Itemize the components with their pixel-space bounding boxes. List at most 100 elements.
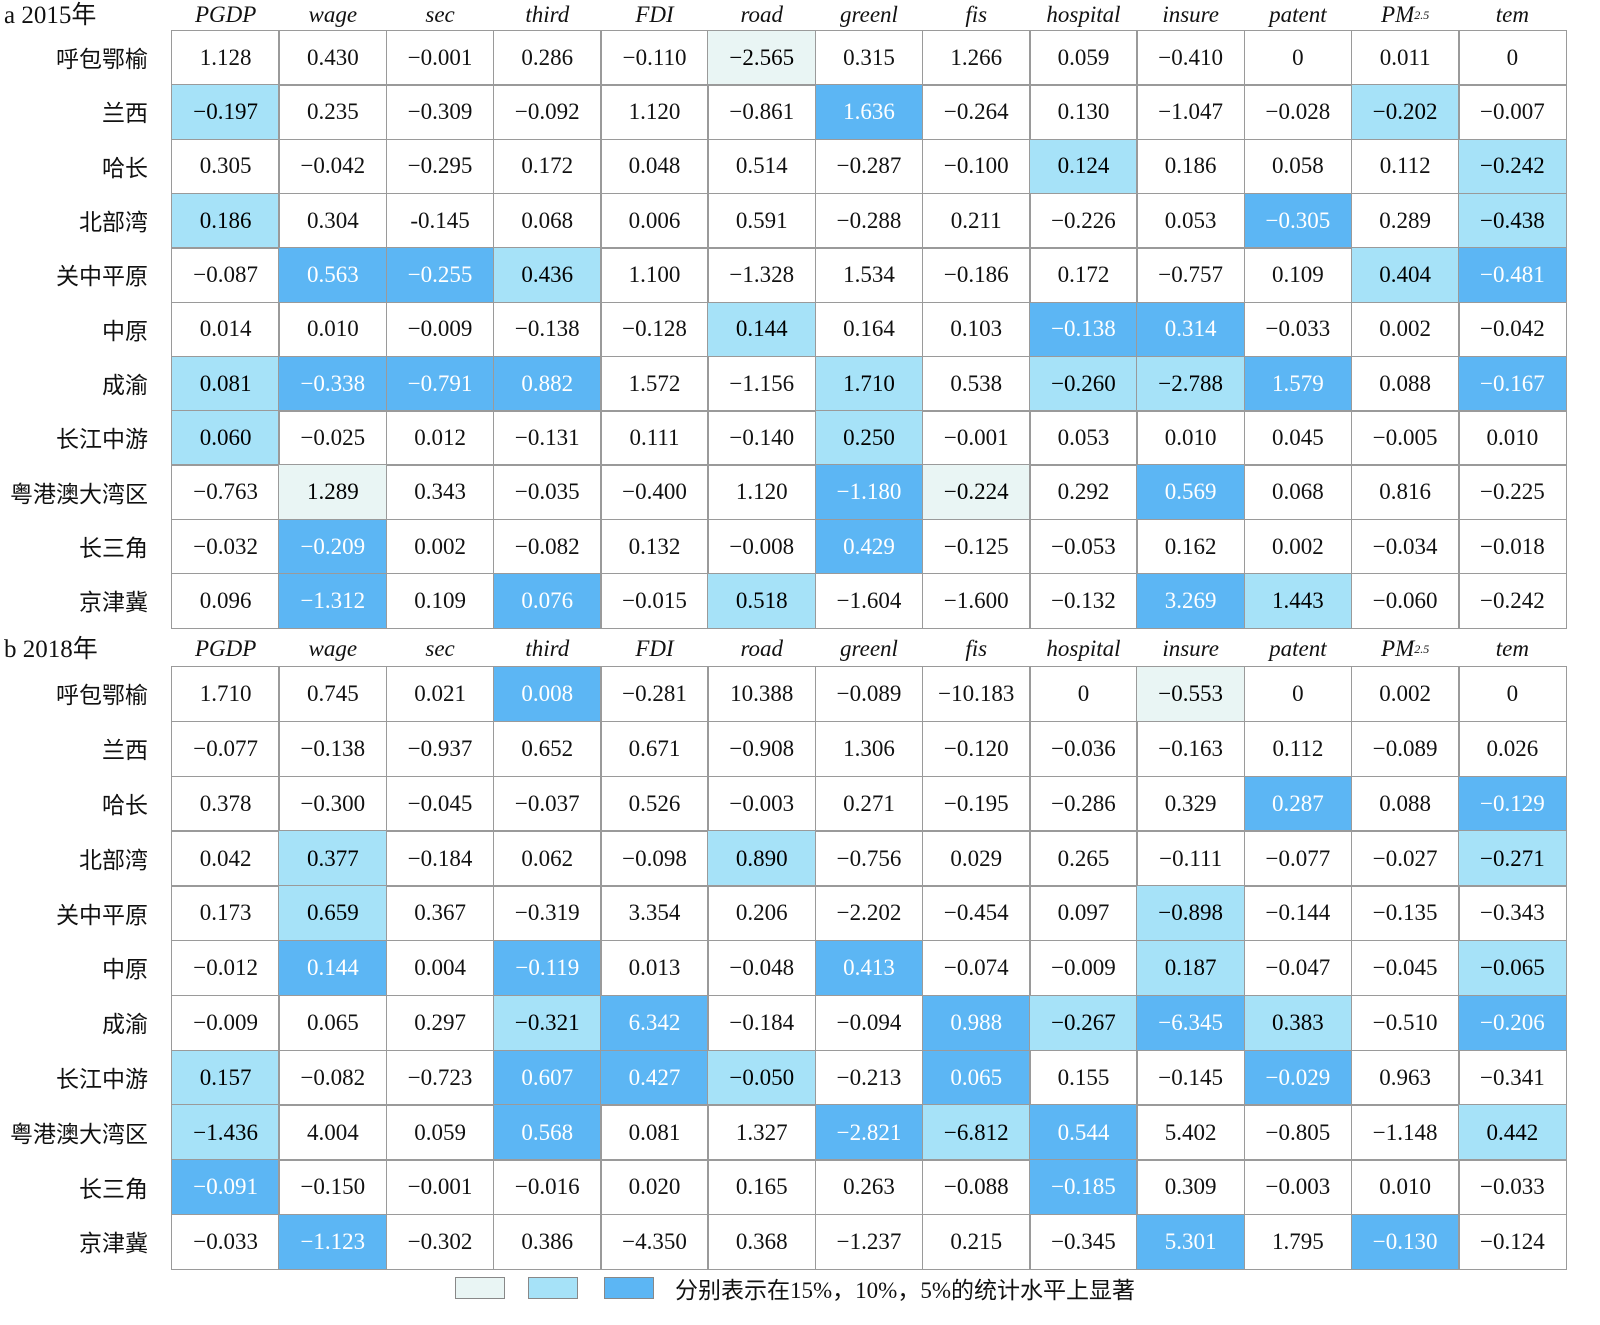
header-subscript: 2.5 [1414,641,1430,656]
table-cell: −0.255 [385,247,495,303]
table-cell: 0 [1243,30,1353,86]
table-cell: 0.404 [1350,247,1460,303]
table-cell: −0.003 [1243,1159,1353,1216]
column-header: third [525,636,570,661]
table-cell: 0.162 [1136,518,1246,575]
table-cell: 0.144 [707,301,817,358]
row-label: 京津冀 [79,590,148,616]
table-cell: −0.082 [278,1049,388,1106]
table-cell: 0.058 [1243,138,1353,195]
table-cell: 0.367 [385,885,495,942]
table-cell: 0.002 [1350,666,1460,723]
table-cell: 1.266 [921,30,1031,86]
table-cell: −1.237 [814,1214,924,1271]
row-label: 粤港澳大湾区 [10,1121,148,1147]
table-cell: −0.094 [814,994,924,1052]
table-cell: −0.757 [1136,247,1246,303]
row-label: 关中平原 [56,264,148,290]
column-header: insure [1162,2,1219,27]
table-cell: −0.197 [171,84,280,141]
table-cell: 0.386 [492,1214,602,1271]
table-cell: 0.109 [1243,247,1353,303]
table-cell: 0.430 [278,30,388,86]
table-cell: 0.088 [1350,355,1460,412]
table-cell: 0.172 [492,138,602,195]
table-cell: −0.510 [1350,994,1460,1052]
row-label: 呼包鄂榆 [56,683,148,709]
table-cell: −0.281 [600,666,709,723]
table-cell: −1.180 [814,464,924,521]
table-cell: −0.287 [814,138,924,195]
table-cell: −0.937 [385,720,495,778]
table-cell: −0.242 [1458,138,1567,195]
table-cell: −0.124 [1458,1214,1567,1271]
table-cell: -0.145 [385,192,495,249]
table-cell: −0.805 [1243,1104,1353,1161]
table-cell: 1.120 [707,464,817,521]
table-cell: −0.009 [1029,940,1138,997]
table-cell: 0.271 [814,775,924,832]
table-cell: 0.010 [1136,410,1246,466]
table-cell: −0.033 [1243,301,1353,358]
table-cell: −0.271 [1458,830,1567,887]
row-label: 关中平原 [56,902,148,928]
table-cell: −1.047 [1136,84,1246,141]
table-cell: 0.442 [1458,1104,1567,1161]
table-cell: 0.081 [600,1104,709,1161]
table-cell: −0.132 [1029,573,1138,629]
table-cell: −0.138 [1029,301,1138,358]
table-cell: 0.544 [1029,1104,1138,1161]
table-cell: −0.111 [1136,830,1246,887]
table-cell: 0.315 [814,30,924,86]
column-header: patent [1269,636,1327,661]
table-cell: 0 [1458,30,1567,86]
table-cell: −0.012 [171,940,280,997]
row-label: 中原 [102,957,148,983]
table-cell: −0.029 [1243,1049,1353,1106]
table-cell: −0.138 [278,720,388,778]
table-cell: −0.037 [492,775,602,832]
row-label: 北部湾 [79,847,148,873]
table-cell: 0.165 [707,1159,817,1216]
table-cell: −0.206 [1458,994,1567,1052]
table-cell: −0.226 [1029,192,1138,249]
table-cell: 0.002 [1350,301,1460,358]
table-cell: 0.081 [171,355,280,412]
table-cell: −0.003 [707,775,817,832]
table-cell: −0.016 [492,1159,602,1216]
column-header: greenl [840,636,898,661]
row-label: 成渝 [102,1012,148,1038]
table-cell: −0.128 [600,301,709,358]
table-cell: −0.242 [1458,573,1567,629]
table-cell: −0.042 [278,138,388,195]
table-cell: −6.812 [921,1104,1031,1161]
table-cell: 0.436 [492,247,602,303]
table-cell: 0.060 [171,410,280,466]
table-cell: −0.295 [385,138,495,195]
table-cell: −0.400 [600,464,709,521]
table-cell: 0.215 [921,1214,1031,1271]
column-header: road [740,2,784,27]
table-cell: 0 [1243,666,1353,723]
table-cell: 0.096 [171,573,280,629]
row-label: 哈长 [102,792,148,818]
table-cell: −0.321 [492,994,602,1052]
table-cell: 0.042 [171,830,280,887]
table-cell: −0.305 [1243,192,1353,249]
column-header: tem [1495,636,1529,661]
table-cell: −0.089 [1350,720,1460,778]
table-cell: −2.821 [814,1104,924,1161]
table-cell: −0.074 [921,940,1031,997]
table-cell: 0.377 [278,830,388,887]
table-cell: −0.001 [385,30,495,86]
table-cell: 0.132 [600,518,709,575]
column-header: PGDP [194,2,257,27]
table-cell: 0.413 [814,940,924,997]
table-cell: 0.011 [1350,30,1460,86]
table-cell: −0.009 [171,994,280,1052]
table-cell: −0.763 [171,464,280,521]
table-cell: 0.206 [707,885,817,942]
column-header: FDI [635,636,674,661]
table-cell: 0.263 [814,1159,924,1216]
table-cell: 0.112 [1350,138,1460,195]
